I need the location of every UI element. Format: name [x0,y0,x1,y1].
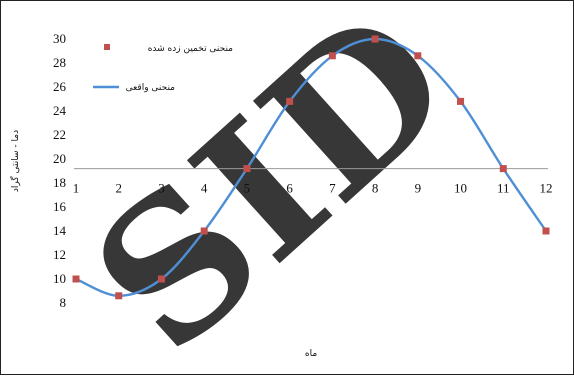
x-tick-label: 6 [286,181,293,196]
y-tick-label: 24 [53,103,67,118]
data-point-marker [499,165,507,173]
y-tick-label: 30 [53,31,66,46]
y-tick-label: 16 [53,199,67,214]
y-tick-label: 20 [53,151,66,166]
data-point-marker [542,227,550,235]
legend-marker-estimated [104,44,110,50]
x-tick-label: 7 [329,181,336,196]
data-point-marker [286,97,294,105]
x-tick-label: 10 [454,181,467,196]
legend-label-estimated: منحنی تخمین زده شده [148,44,233,54]
y-tick-label: 12 [53,247,66,262]
data-point-marker [457,97,465,105]
x-tick-label: 11 [497,181,510,196]
x-tick-label: 12 [540,181,553,196]
x-tick-label: 3 [158,181,165,196]
data-point-marker [328,52,336,60]
legend: منحنی تخمین زده شده منحنی واقعی [93,44,233,93]
x-tick-label: 5 [244,181,251,196]
y-tick-label: 10 [53,271,66,286]
x-tick-label: 2 [115,181,122,196]
data-point-marker [243,165,251,173]
series-markers-estimated [72,35,550,300]
data-point-marker [115,292,123,300]
x-tick-label: 9 [415,181,422,196]
y-tick-label: 28 [53,55,66,70]
y-tick-label: 18 [53,175,66,190]
y-tick-label: 8 [60,295,67,310]
data-point-marker [371,35,379,43]
y-tick-label: 26 [53,79,67,94]
x-tick-label: 8 [372,181,379,196]
data-point-marker [414,52,422,60]
y-tick-labels: 8 10 12 14 16 18 20 22 24 26 28 30 [53,31,67,310]
legend-label-actual: منحنی واقعی [126,83,176,93]
y-axis-title: دما - سانتی گراد [9,130,21,192]
data-point-marker [157,275,165,283]
x-tick-label: 4 [201,181,208,196]
x-tick-label: 1 [73,181,80,196]
x-axis-title: ماه [305,349,317,359]
y-tick-label: 22 [53,127,66,142]
data-point-marker [200,227,208,235]
y-tick-label: 14 [53,223,67,238]
x-tick-labels: 1 2 3 4 5 6 7 8 9 10 11 12 [73,181,553,196]
data-point-marker [72,275,80,283]
